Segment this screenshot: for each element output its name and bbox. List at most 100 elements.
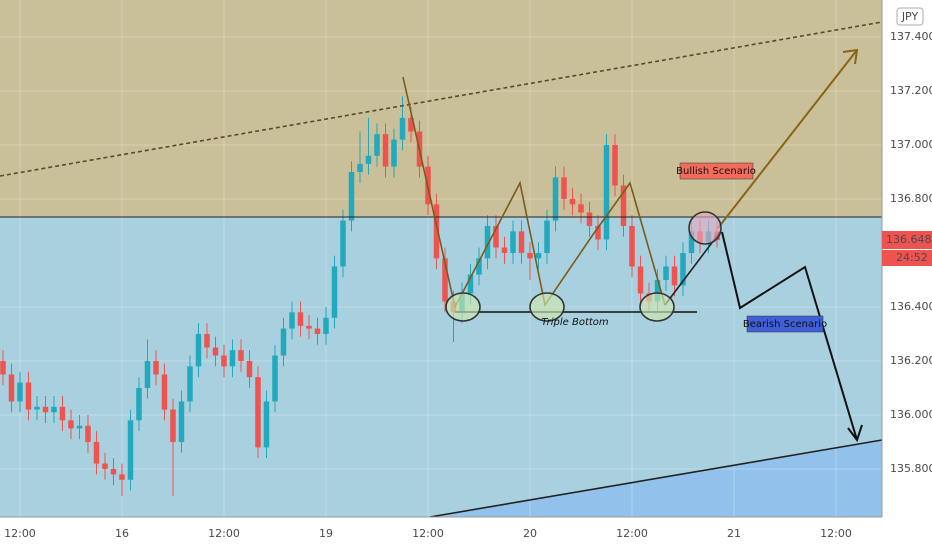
candle-body [255, 377, 261, 448]
candle-body [603, 144, 610, 240]
candle-body [144, 360, 151, 388]
candle-body [170, 409, 176, 442]
candle-body [433, 204, 440, 259]
candle-body [263, 401, 270, 448]
candle-body [195, 333, 202, 367]
y-tick-label: 137.200 [890, 84, 932, 97]
bottom-circle [445, 292, 481, 322]
x-tick-label: 12:00 [4, 527, 36, 540]
candle-body [544, 220, 550, 253]
candle-body [442, 258, 448, 302]
bottom-circle [529, 292, 565, 322]
candle-body [221, 355, 227, 367]
candle-body [93, 441, 100, 464]
bearish-label: Bearish Scenario [743, 319, 827, 330]
x-tick-label: 21 [727, 527, 741, 540]
x-tick-label: 12:00 [616, 527, 648, 540]
candle-body [0, 360, 6, 375]
candle-body [671, 266, 678, 286]
bearish-arrow [721, 231, 858, 441]
candle-body [561, 177, 567, 199]
last-price: 136.648 [886, 233, 932, 246]
candle-body [178, 401, 185, 442]
pattern-label: Triple Bottom [541, 317, 609, 328]
breakout-circle [688, 211, 722, 245]
candle-body [654, 279, 661, 302]
candle-body [306, 325, 312, 329]
candle-body [68, 420, 74, 429]
candle-body [629, 225, 635, 267]
axes: 135.800 136.000 136.200 136.400 136.800 137.0… [4, 30, 932, 540]
candle-body [476, 258, 482, 275]
currency-box [896, 7, 924, 26]
dashed-trend [0, 21, 883, 177]
candle-body [238, 350, 244, 361]
candle-body [501, 247, 508, 253]
time-axis [0, 517, 882, 550]
candle-body [297, 312, 304, 326]
candle-body [204, 333, 210, 348]
y-tick-label: 136.200 [890, 354, 932, 367]
x-tick-label: 20 [523, 527, 537, 540]
candle-body [85, 425, 91, 442]
bullish-label: Bullish Scenario [676, 166, 756, 177]
candle-body [578, 204, 584, 213]
candle-body [663, 266, 669, 280]
candle-body [17, 382, 23, 402]
candle-body [161, 374, 168, 410]
candle-body [314, 328, 321, 334]
candle-body [212, 347, 219, 356]
candle-body [25, 382, 32, 410]
candle-body [408, 117, 414, 132]
candle-body [76, 425, 83, 429]
grid [0, 36, 882, 470]
candle-body [187, 366, 193, 402]
candle-body [127, 420, 134, 480]
bottom-circle [639, 292, 675, 322]
bearish-head [847, 424, 863, 443]
candle-body [552, 177, 559, 221]
candle-body [102, 463, 108, 469]
y-tick-label: 136.400 [890, 300, 932, 313]
candle-body [153, 360, 159, 375]
y-tick-label: 137.400 [890, 30, 932, 43]
candle-body [510, 231, 516, 253]
candle-body [399, 117, 406, 140]
x-tick-label: 16 [115, 527, 129, 540]
candle-body [42, 406, 49, 413]
resistance-zone [0, 0, 882, 217]
candle-body [484, 225, 491, 259]
candle-body [272, 355, 278, 402]
candle-body [620, 185, 627, 226]
candle-body [467, 274, 474, 294]
candle-body [289, 312, 295, 329]
lower-trend [429, 439, 883, 518]
candle-body [680, 252, 686, 286]
candle-body [535, 252, 542, 259]
candle-body [688, 231, 695, 253]
x-tick-label: 19 [319, 527, 333, 540]
candle-body [34, 406, 40, 410]
last-price-box [882, 231, 932, 250]
bullish-head [842, 48, 859, 65]
drawings [0, 21, 883, 518]
label-box [746, 315, 824, 333]
candle-body [136, 387, 142, 421]
candle-body [391, 139, 397, 167]
candle-body [357, 163, 363, 172]
countdown-box [882, 250, 932, 267]
candle-body [527, 252, 533, 259]
candle-body [280, 328, 287, 356]
candle-body [382, 134, 389, 167]
candle-body [110, 468, 117, 475]
y-tick-label: 136.800 [890, 192, 932, 205]
zigzag-tail [664, 231, 721, 306]
candle-body [595, 225, 601, 240]
candle-body [365, 155, 372, 164]
candle-body [586, 212, 593, 226]
candle-body [374, 134, 380, 156]
candle-body [569, 198, 576, 205]
candle-body [340, 220, 346, 267]
x-tick-label: 12:00 [820, 527, 852, 540]
